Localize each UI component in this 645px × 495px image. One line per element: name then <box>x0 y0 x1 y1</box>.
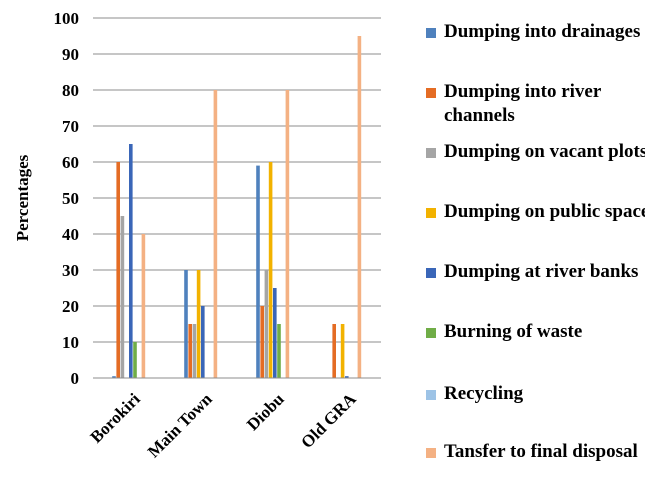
legend-item: Dumping on public spaces <box>426 200 645 224</box>
bar <box>345 376 349 378</box>
bar <box>192 324 197 378</box>
bar <box>184 270 188 378</box>
legend-label: Dumping on public spaces <box>444 201 645 222</box>
legend-label: Dumping into river channels <box>444 81 601 126</box>
x-tick-label: Diobu <box>243 389 288 434</box>
legend-label: Dumping into drainages <box>444 21 641 42</box>
bar <box>116 162 120 378</box>
gridlines <box>93 17 381 379</box>
bar <box>264 270 269 378</box>
bar <box>188 324 192 378</box>
legend-item: Burning of waste <box>426 320 645 344</box>
legend-swatch <box>426 208 436 218</box>
bar <box>141 234 146 378</box>
legend-swatch <box>426 268 436 278</box>
bar-chart: 0 10 20 30 40 50 60 70 80 90 100 Borokiri Main Town… <box>13 9 381 461</box>
legend-swatch <box>426 390 436 400</box>
legend-swatch <box>426 88 436 98</box>
bar <box>133 342 137 378</box>
bar <box>201 306 205 378</box>
bar <box>357 36 362 378</box>
bars <box>112 36 362 378</box>
legend-label: Dumping on vacant plots <box>444 141 645 162</box>
bar <box>196 270 201 378</box>
bar <box>112 376 116 378</box>
bar <box>129 144 133 378</box>
legend-swatch <box>426 448 436 458</box>
y-tick-label: 20 <box>62 297 79 316</box>
legend-label: Recycling <box>444 383 524 404</box>
legend-swatch <box>426 148 436 158</box>
legend-item: Tansfer to final disposal <box>426 440 645 464</box>
legend-label: Burning of waste <box>444 321 583 342</box>
bar <box>268 162 273 378</box>
x-tick-label: Borokiri <box>87 389 144 446</box>
y-tick-label: 30 <box>62 261 79 280</box>
y-axis-ticks: 0 10 20 30 40 50 60 70 80 90 100 <box>54 9 80 388</box>
bar <box>332 324 336 378</box>
x-axis-ticks: Borokiri Main Town Diobu Old GRA <box>87 389 361 461</box>
bar <box>340 324 345 378</box>
legend-item: Dumping on vacant plots <box>426 140 645 164</box>
y-tick-label: 70 <box>62 117 79 136</box>
legend-swatch <box>426 28 436 38</box>
legend-swatch <box>426 328 436 338</box>
y-tick-label: 90 <box>62 45 79 64</box>
legend-label: Tansfer to final disposal <box>444 441 638 462</box>
y-tick-label: 80 <box>62 81 79 100</box>
bar <box>256 165 260 378</box>
x-tick-label: Main Town <box>144 389 216 461</box>
y-tick-label: 0 <box>71 369 80 388</box>
y-tick-label: 60 <box>62 153 79 172</box>
legend-label: Dumping at river banks <box>444 261 639 282</box>
y-tick-label: 100 <box>54 9 80 28</box>
y-tick-label: 40 <box>62 225 79 244</box>
bar <box>260 306 264 378</box>
bar <box>120 216 125 378</box>
legend-item: Recycling <box>426 382 645 406</box>
bar <box>273 288 277 378</box>
y-tick-label: 50 <box>62 189 79 208</box>
legend-item: Dumping at river banks <box>426 260 645 284</box>
legend-item: Dumping into river channels <box>426 80 645 128</box>
y-axis-label: Percentages <box>13 154 32 241</box>
legend-item: Dumping into drainages <box>426 20 645 44</box>
y-tick-label: 10 <box>62 333 79 352</box>
bar <box>285 90 290 378</box>
bar <box>277 324 281 378</box>
bar <box>213 90 218 378</box>
x-tick-label: Old GRA <box>297 389 360 452</box>
